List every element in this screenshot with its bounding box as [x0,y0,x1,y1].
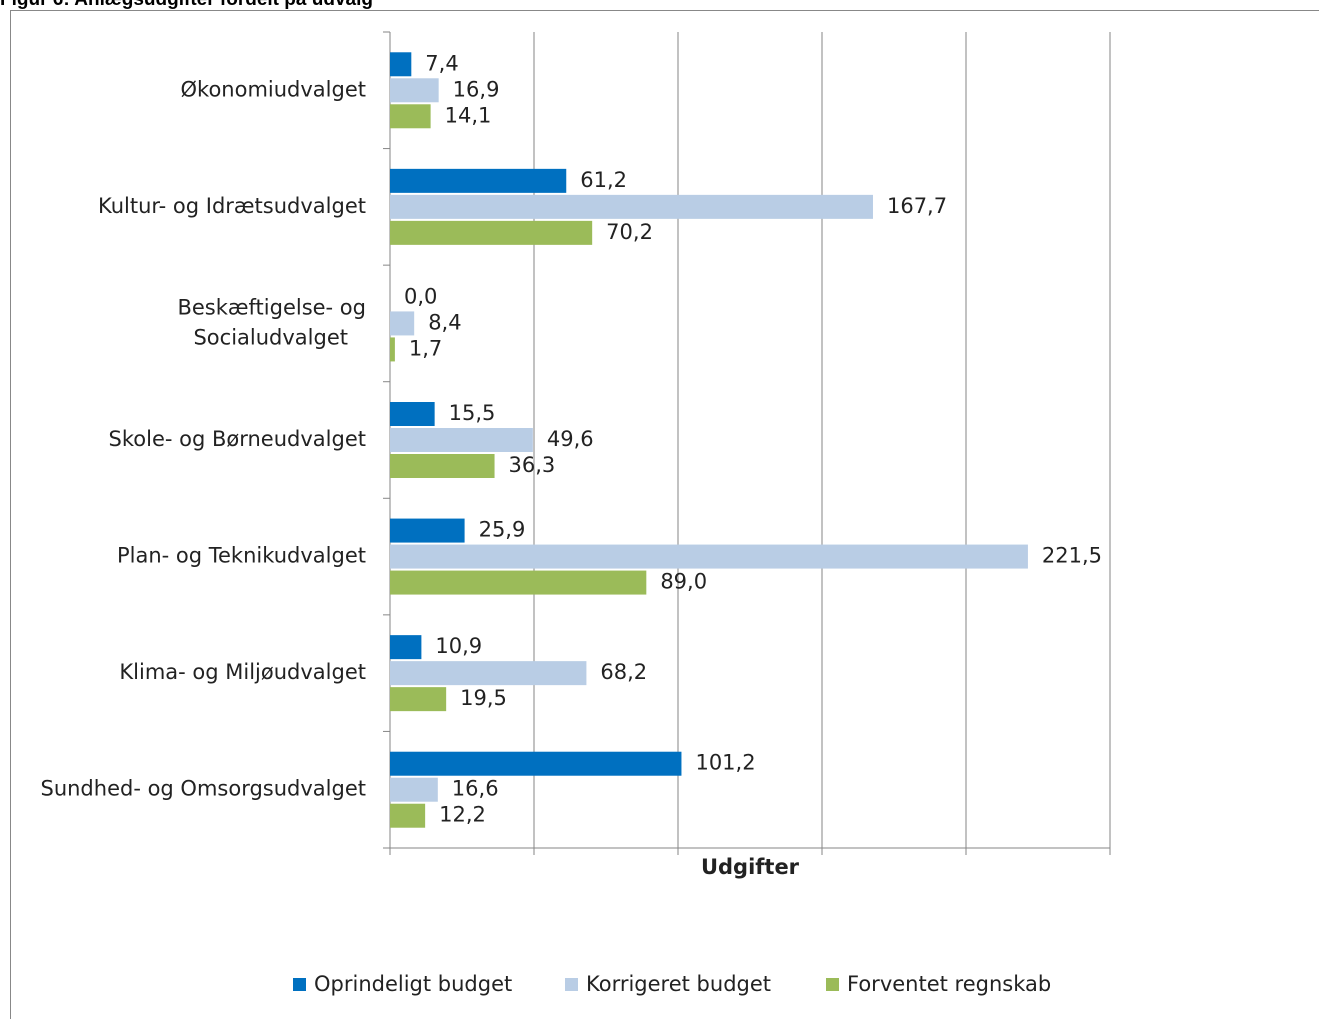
data-label: 1,7 [409,336,442,360]
data-label: 12,2 [439,803,486,827]
y-tick-label: Plan- og Teknikudvalget [117,544,366,568]
y-tick-label: Økonomiudvalget [181,77,367,101]
data-label: 68,2 [600,660,647,684]
bar [390,311,415,336]
y-tick-label: Kultur- og Idrætsudvalget [98,194,366,218]
legend-label: Oprindeligt budget [314,972,512,996]
legend-swatch [826,978,839,991]
data-label: 10,9 [435,634,482,658]
bar [390,687,447,712]
bar [390,751,682,776]
y-tick-label: Klima- og Miljøudvalget [119,660,366,684]
data-label: 16,9 [453,77,500,101]
bar [390,518,465,543]
bar [390,454,495,478]
bar [390,78,439,103]
bar [390,661,587,686]
bar [390,220,593,245]
bar [390,635,422,660]
data-label: 8,4 [428,310,461,334]
bar [390,402,435,426]
data-label: 0,0 [404,284,437,308]
bar [390,544,1028,569]
y-tick-label: Beskæftigelse- og Socialudvalget [177,295,366,349]
data-label: 15,5 [449,401,496,425]
legend-label: Forventet regnskab [847,972,1051,996]
data-label: 70,2 [606,220,653,244]
bar [390,337,395,362]
bar [390,52,412,77]
data-label: 14,1 [445,103,492,127]
data-label: 167,7 [887,194,947,218]
bar [390,428,533,452]
legend-swatch [565,978,578,991]
legend-label: Korrigeret budget [586,972,771,996]
y-tick-label: Sundhed- og Omsorgsudvalget [40,777,366,801]
chart-frame [10,10,1319,1019]
chart-title: Figur 6: Anlægsudgifter fordelt på udval… [0,0,373,10]
bar [390,168,567,193]
data-label: 221,5 [1042,544,1102,568]
data-label: 25,9 [479,518,526,542]
data-label: 49,6 [547,427,594,451]
data-label: 7,4 [425,51,458,75]
bar [390,803,426,828]
data-label: 89,0 [660,570,707,594]
x-axis-label: Udgifter [701,855,800,879]
bar [390,570,647,595]
y-tick-label: Skole- og Børneudvalget [109,427,366,451]
data-label: 16,6 [452,777,499,801]
data-label: 61,2 [580,168,627,192]
data-label: 19,5 [460,686,507,710]
legend-swatch [293,978,306,991]
bar [390,104,431,129]
data-label: 101,2 [695,751,755,775]
data-label: 36,3 [509,453,556,477]
bar [390,194,873,219]
bar [390,777,438,802]
